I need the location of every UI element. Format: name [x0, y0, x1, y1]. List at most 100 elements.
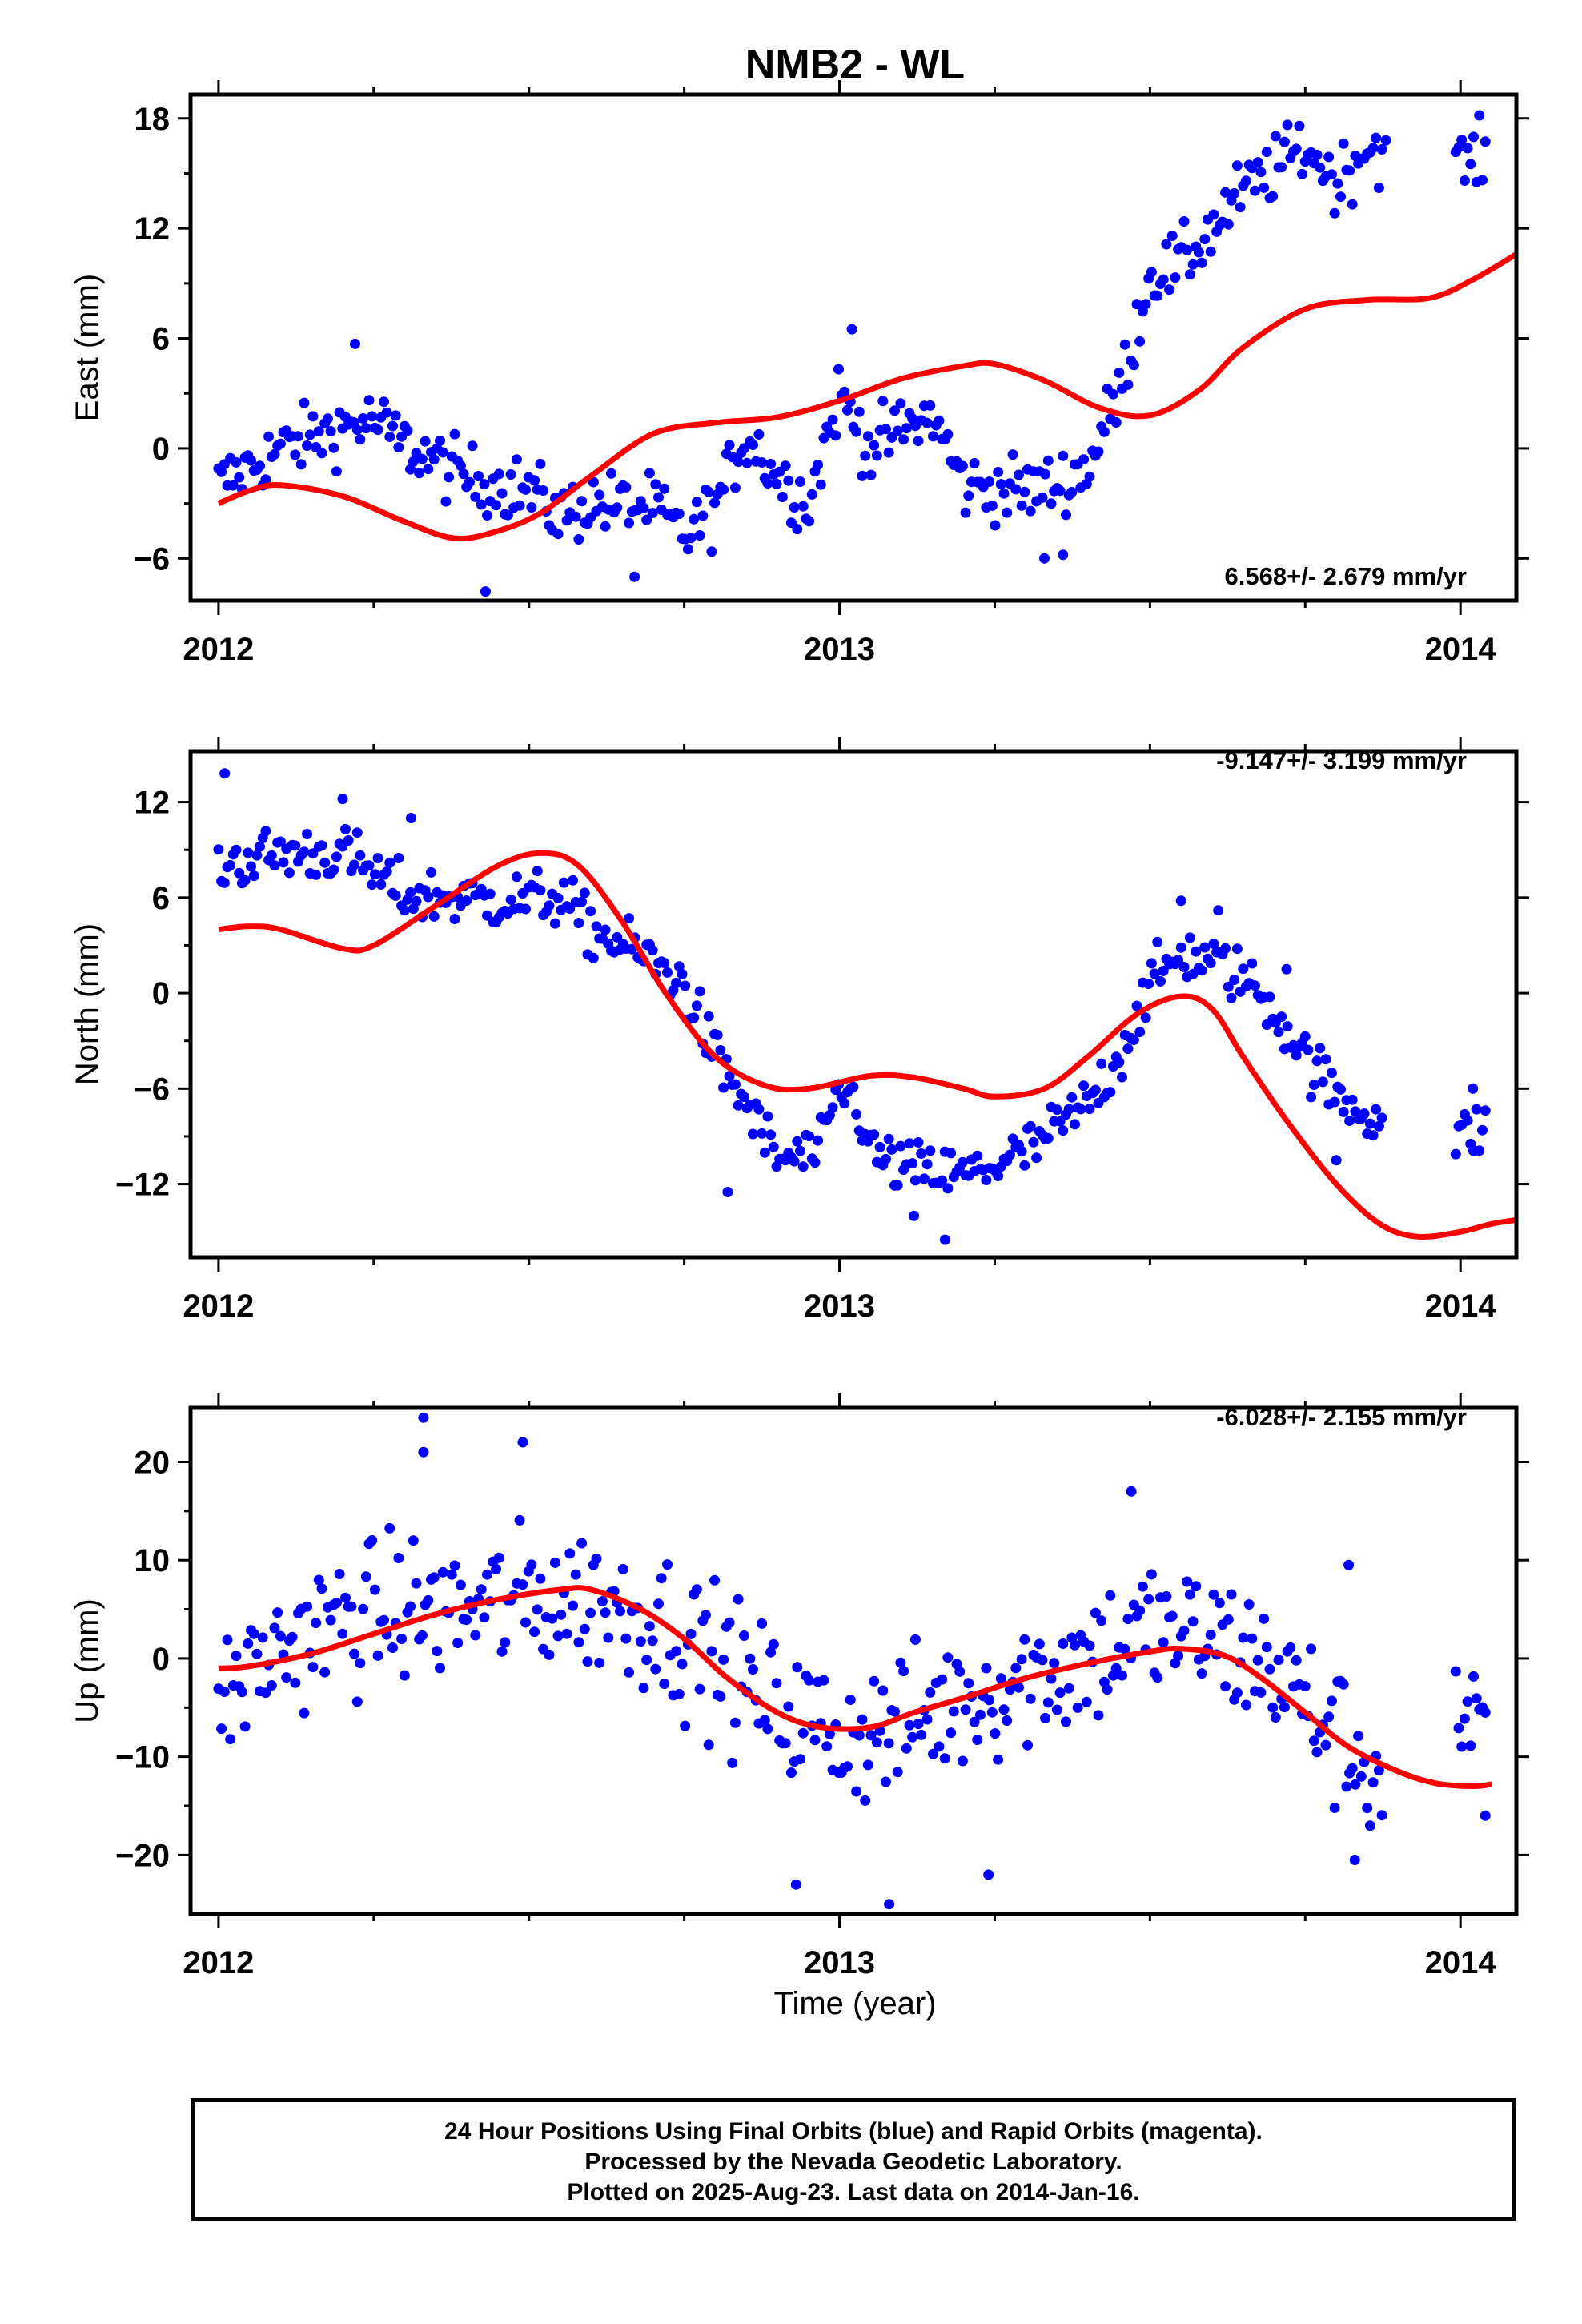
data-point: [517, 1437, 528, 1448]
data-point: [771, 478, 782, 489]
data-point: [1039, 553, 1050, 564]
data-point: [381, 407, 392, 418]
data-point: [449, 1560, 460, 1571]
data-point: [1002, 507, 1013, 518]
data-point: [972, 1735, 983, 1745]
data-point: [1063, 1104, 1074, 1115]
data-point: [1261, 1642, 1272, 1653]
data-point: [1034, 1638, 1045, 1650]
data-point: [1294, 120, 1305, 131]
data-point: [302, 829, 313, 839]
data-point: [1214, 1598, 1225, 1609]
data-point: [1016, 1146, 1027, 1157]
data-point: [411, 895, 422, 907]
y-tick-label: 0: [152, 432, 170, 467]
east-plot-frame: [188, 92, 1519, 603]
data-point: [1175, 942, 1186, 953]
data-point: [552, 529, 564, 540]
data-point: [1090, 1607, 1101, 1618]
data-point: [1025, 505, 1036, 517]
data-point: [532, 1604, 543, 1615]
data-point: [892, 425, 903, 436]
data-point: [1131, 1000, 1142, 1011]
data-point: [219, 768, 231, 779]
data-point: [1022, 1739, 1033, 1751]
data-point: [653, 1598, 664, 1610]
data-point: [1450, 1148, 1461, 1160]
data-point: [526, 1559, 537, 1570]
data-point: [797, 1727, 809, 1739]
data-point: [544, 900, 555, 911]
data-point: [694, 986, 705, 997]
data-point: [234, 472, 245, 483]
data-point: [307, 1662, 319, 1673]
data-point: [809, 1157, 821, 1168]
data-point: [1152, 1672, 1163, 1683]
data-point: [1093, 446, 1104, 457]
y-tick-label: 18: [135, 102, 171, 137]
data-point: [216, 1723, 227, 1735]
data-point: [234, 867, 245, 879]
data-point: [479, 1612, 490, 1623]
data-point: [1019, 486, 1030, 497]
data-point: [1477, 175, 1488, 186]
data-point: [1025, 1120, 1036, 1132]
data-point: [1323, 151, 1335, 163]
data-point: [913, 436, 924, 447]
data-point: [1462, 1115, 1473, 1126]
data-point: [753, 428, 765, 440]
data-point: [957, 1755, 968, 1767]
data-point: [1267, 191, 1279, 202]
data-point: [405, 887, 416, 898]
data-point: [724, 1617, 735, 1628]
data-point: [1231, 160, 1243, 171]
data-point: [384, 857, 396, 868]
data-point: [231, 1651, 242, 1662]
data-point: [1335, 1084, 1346, 1095]
data-point: [1229, 187, 1240, 199]
data-point: [379, 1614, 389, 1626]
data-point: [399, 905, 410, 916]
data-point: [715, 1045, 726, 1055]
data-point: [340, 1592, 351, 1603]
data-point: [1371, 132, 1382, 143]
data-point: [650, 479, 661, 490]
data-point: [629, 571, 640, 582]
data-point: [741, 457, 753, 468]
data-point: [299, 846, 310, 858]
up-data-points: [213, 1412, 1491, 1910]
data-point: [390, 410, 401, 421]
data-point: [606, 468, 616, 479]
data-point: [673, 509, 685, 519]
data-point: [1367, 1130, 1379, 1141]
data-point: [585, 906, 596, 917]
data-point: [1182, 1576, 1193, 1587]
data-point: [993, 1171, 1004, 1181]
y-tick-label: 6: [152, 881, 170, 916]
data-point: [795, 1754, 805, 1765]
data-point: [275, 1630, 286, 1642]
data-point: [1238, 963, 1249, 975]
data-point: [1058, 450, 1069, 461]
data-point: [1311, 149, 1323, 160]
data-point: [682, 544, 693, 555]
data-point: [1117, 1670, 1127, 1681]
data-point: [638, 502, 649, 513]
data-point: [1037, 1655, 1048, 1666]
data-point: [759, 1147, 770, 1158]
data-point: [393, 442, 404, 453]
data-point: [1281, 963, 1292, 975]
data-point: [1297, 168, 1307, 179]
data-point: [346, 1601, 357, 1612]
data-point: [1187, 259, 1199, 270]
data-point: [1161, 239, 1172, 250]
data-point: [925, 1145, 936, 1156]
data-point: [677, 969, 688, 979]
data-point: [1146, 267, 1157, 278]
data-point: [789, 502, 800, 513]
data-point: [576, 896, 588, 907]
data-point: [1108, 388, 1118, 400]
data-point: [1480, 1105, 1491, 1116]
east-data-points: [213, 110, 1491, 597]
data-point: [877, 1685, 889, 1696]
